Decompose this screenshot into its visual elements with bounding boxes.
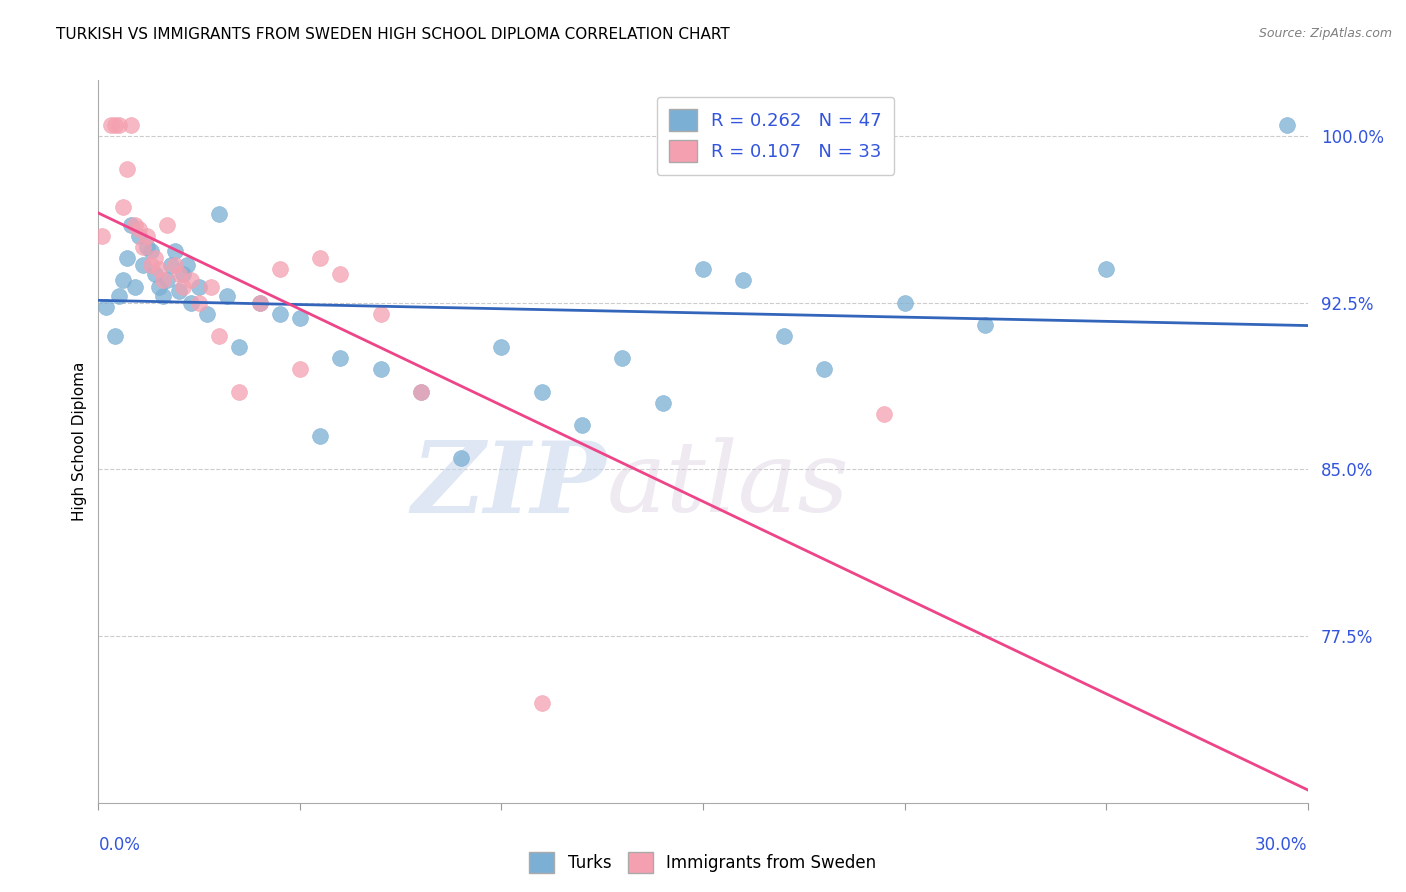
Point (249, 295, 271, 310)
Point (893, 295, 915, 310)
Point (132, 240, 155, 254)
Point (269, 307, 291, 321)
Point (103, 329, 125, 343)
Point (208, 329, 231, 343)
Point (491, 340, 513, 354)
Text: 0.0%: 0.0% (98, 836, 141, 855)
Point (172, 267, 194, 281)
Point (530, 384, 553, 399)
Point (329, 267, 352, 281)
Point (111, 273, 134, 287)
Point (974, 318, 997, 332)
Point (160, 258, 183, 272)
Point (143, 251, 166, 265)
Point (873, 407, 896, 421)
Text: TURKISH VS IMMIGRANTS FROM SWEDEN HIGH SCHOOL DIPLOMA CORRELATION CHART: TURKISH VS IMMIGRANTS FROM SWEDEN HIGH S… (56, 27, 730, 42)
Text: Source: ZipAtlas.com: Source: ZipAtlas.com (1258, 27, 1392, 40)
Legend: R = 0.262   N = 47, R = 0.107   N = 33: R = 0.262 N = 47, R = 0.107 N = 33 (657, 96, 894, 175)
Point (103, 118, 125, 132)
Point (288, 311, 311, 326)
Point (135, 228, 157, 243)
Point (163, 258, 186, 272)
Point (217, 289, 239, 303)
Point (120, 118, 142, 132)
Point (329, 351, 352, 366)
Point (148, 280, 170, 294)
Point (1277, 118, 1299, 132)
Point (156, 273, 179, 287)
Point (91, 228, 114, 243)
Point (249, 295, 271, 310)
Point (813, 362, 835, 376)
Point (111, 200, 134, 214)
Point (309, 251, 332, 265)
Point (124, 218, 146, 232)
Point (143, 267, 166, 281)
Point (200, 280, 222, 294)
Point (180, 295, 202, 310)
Point (309, 429, 332, 443)
Point (1095, 262, 1118, 277)
Point (139, 258, 162, 272)
Point (651, 395, 673, 409)
Point (571, 417, 593, 432)
Point (128, 222, 150, 236)
Point (208, 207, 231, 221)
Point (450, 451, 472, 466)
Point (135, 240, 157, 254)
Y-axis label: High School Diploma: High School Diploma (72, 362, 87, 521)
Point (370, 307, 392, 321)
Point (370, 362, 392, 376)
Point (120, 218, 142, 232)
Point (288, 362, 311, 376)
Point (163, 244, 186, 259)
Text: atlas: atlas (606, 437, 849, 533)
Point (107, 289, 129, 303)
Point (115, 162, 138, 177)
Text: 30.0%: 30.0% (1256, 836, 1308, 855)
Point (612, 351, 634, 366)
Point (132, 258, 155, 272)
Point (172, 280, 194, 294)
Point (152, 273, 174, 287)
Point (152, 289, 174, 303)
Point (176, 258, 198, 272)
Point (269, 262, 291, 277)
Point (228, 384, 250, 399)
Point (100, 118, 122, 132)
Point (107, 118, 129, 132)
Point (139, 244, 162, 259)
Point (772, 329, 794, 343)
Point (228, 340, 250, 354)
Point (128, 228, 150, 243)
Point (692, 262, 714, 277)
Point (124, 280, 146, 294)
Point (96, 300, 118, 314)
Point (530, 696, 553, 710)
Point (733, 273, 755, 287)
Point (409, 384, 432, 399)
Legend: Turks, Immigrants from Sweden: Turks, Immigrants from Sweden (523, 846, 883, 880)
Point (167, 285, 190, 299)
Point (180, 273, 202, 287)
Text: ZIP: ZIP (412, 437, 606, 533)
Point (156, 218, 179, 232)
Point (167, 267, 190, 281)
Point (188, 280, 211, 294)
Point (188, 295, 211, 310)
Point (195, 307, 218, 321)
Point (409, 384, 432, 399)
Point (115, 251, 138, 265)
Point (148, 262, 170, 277)
